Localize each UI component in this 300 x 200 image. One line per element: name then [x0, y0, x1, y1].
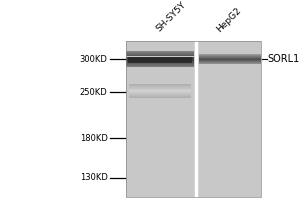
Text: 250KD: 250KD	[80, 88, 108, 97]
Text: SH-SY5Y: SH-SY5Y	[154, 1, 188, 34]
Text: HepG2: HepG2	[215, 6, 243, 34]
Bar	[126, 41, 261, 197]
Bar	[126, 41, 261, 197]
Text: 130KD: 130KD	[80, 173, 108, 182]
Text: SORL1: SORL1	[268, 54, 300, 64]
Text: 180KD: 180KD	[80, 134, 108, 143]
Text: 300KD: 300KD	[80, 55, 108, 64]
